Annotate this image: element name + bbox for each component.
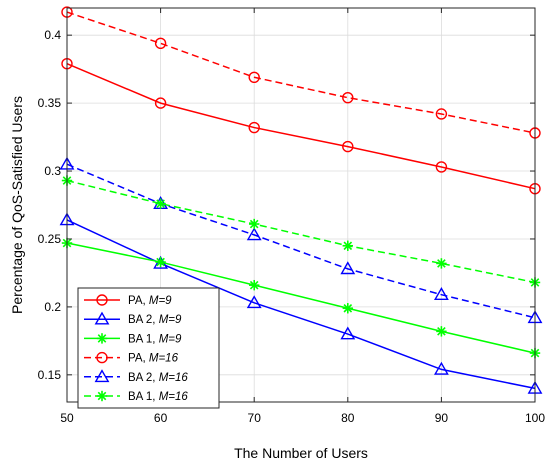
y-tick-label: 0.35 bbox=[38, 96, 62, 110]
asterisk-stroke bbox=[97, 334, 107, 343]
legend-series-param: M=16 bbox=[159, 391, 189, 403]
legend-label: BA 2, M=9 bbox=[128, 314, 182, 326]
legend-entry: BA 1, M=9 bbox=[84, 333, 182, 345]
triangle-marker bbox=[340, 261, 356, 275]
x-tick-label: 50 bbox=[60, 411, 74, 425]
legend-series-name: BA 1, bbox=[128, 333, 159, 345]
x-tick-label: 90 bbox=[435, 411, 449, 425]
series-line bbox=[66, 163, 536, 319]
x-axis-label: The Number of Users bbox=[234, 445, 368, 461]
triangle-marker bbox=[433, 361, 449, 375]
series-line bbox=[66, 11, 536, 134]
circle-marker bbox=[154, 37, 167, 50]
triangle-marker bbox=[340, 326, 356, 340]
legend-series-param: M=9 bbox=[159, 333, 182, 345]
x-tick-label: 60 bbox=[154, 411, 168, 425]
plot-frame bbox=[66, 7, 536, 403]
asterisk-stroke bbox=[343, 241, 353, 251]
legend-series-name: PA, bbox=[128, 353, 149, 365]
triangle-marker bbox=[94, 311, 110, 325]
legend-series-name: BA 2, bbox=[128, 314, 159, 326]
asterisk-marker bbox=[96, 390, 108, 402]
legend-label: PA, M=9 bbox=[128, 295, 172, 307]
legend-label: PA, M=16 bbox=[128, 353, 179, 365]
legend-series-param: M=16 bbox=[149, 353, 179, 365]
asterisk-marker bbox=[155, 198, 166, 209]
legend-label: BA 1, M=16 bbox=[128, 391, 188, 403]
asterisk-marker bbox=[436, 258, 447, 269]
legend-series-name: BA 1, bbox=[128, 391, 159, 403]
x-tick-label: 80 bbox=[341, 411, 355, 425]
triangle-marker bbox=[433, 287, 449, 301]
circle-marker bbox=[342, 140, 354, 153]
circle-marker bbox=[154, 97, 167, 109]
series-line bbox=[66, 219, 536, 390]
legend-series-param: M=16 bbox=[159, 372, 189, 384]
series-1 bbox=[61, 58, 541, 195]
x-tick-label: 100 bbox=[525, 411, 545, 425]
legend-box bbox=[77, 287, 220, 409]
circle-marker bbox=[248, 121, 260, 134]
axes: 50 60 70 80 90 100 0.15 0.2 0.25 0.3 0.35 0.4 bbox=[38, 8, 545, 425]
series-6 bbox=[61, 175, 541, 288]
series-line bbox=[66, 63, 536, 190]
y-tick-label: 0.15 bbox=[38, 368, 62, 382]
legend-series-param: M=9 bbox=[159, 314, 182, 326]
asterisk-stroke bbox=[343, 303, 353, 313]
y-axis-label: Percentage of QoS-Satisfied Users bbox=[9, 96, 25, 314]
legend-label: BA 2, M=16 bbox=[128, 372, 188, 384]
asterisk-stroke bbox=[97, 391, 107, 401]
y-tick-label: 0.3 bbox=[44, 164, 61, 178]
asterisk-marker bbox=[249, 279, 260, 291]
series-3 bbox=[61, 237, 541, 359]
asterisk-marker bbox=[155, 256, 166, 268]
asterisk-stroke bbox=[156, 199, 165, 208]
circle-marker bbox=[248, 71, 260, 83]
circle-marker bbox=[342, 91, 354, 104]
legend-label: BA 1, M=9 bbox=[128, 333, 182, 345]
circle-marker bbox=[96, 351, 108, 364]
asterisk-stroke bbox=[156, 257, 165, 267]
triangle-marker bbox=[94, 369, 110, 383]
triangle-marker bbox=[246, 295, 262, 309]
legend-entry: BA 2, M=9 bbox=[84, 311, 182, 326]
asterisk-marker bbox=[436, 326, 447, 337]
legend-series-param: M=9 bbox=[149, 295, 172, 307]
circle-marker bbox=[435, 161, 448, 173]
legend-entry: PA, M=9 bbox=[84, 294, 172, 307]
triangle-marker bbox=[246, 227, 262, 241]
asterisk-stroke bbox=[249, 219, 259, 229]
y-tick-label: 0.25 bbox=[38, 232, 62, 246]
asterisk-marker bbox=[96, 333, 108, 344]
asterisk-stroke bbox=[249, 280, 259, 290]
x-tick-label: 70 bbox=[248, 411, 262, 425]
asterisk-marker bbox=[342, 240, 353, 251]
legend-entry: BA 1, M=16 bbox=[84, 390, 188, 403]
y-tick-label: 0.4 bbox=[44, 28, 61, 42]
legend-entry: BA 2, M=16 bbox=[84, 369, 188, 384]
asterisk-marker bbox=[249, 218, 260, 230]
legend-entry: PA, M=16 bbox=[84, 351, 179, 365]
series-line bbox=[66, 242, 536, 354]
y-tick-label: 0.2 bbox=[44, 300, 61, 314]
asterisk-stroke bbox=[437, 327, 446, 336]
series-line bbox=[66, 179, 536, 284]
asterisk-marker bbox=[342, 303, 353, 314]
legend-series-name: BA 2, bbox=[128, 372, 159, 384]
circle-marker bbox=[435, 108, 448, 120]
circle-marker bbox=[96, 294, 108, 306]
legend-series-name: PA, bbox=[128, 295, 149, 307]
asterisk-stroke bbox=[437, 259, 446, 268]
